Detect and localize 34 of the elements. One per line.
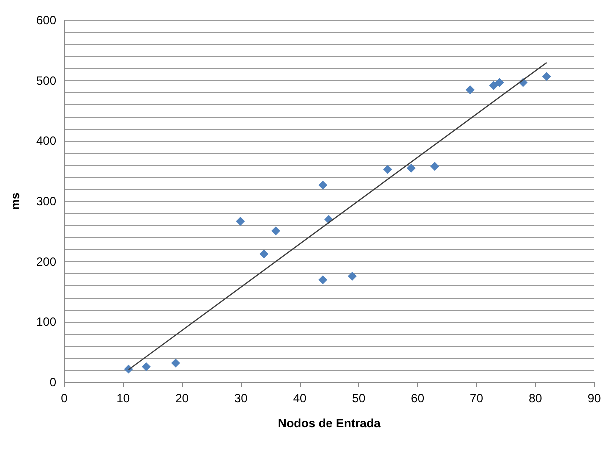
y-tick-label: 100 (36, 315, 57, 330)
point (466, 86, 475, 94)
x-tick-label: 60 (411, 392, 425, 406)
x-tick-label: 0 (61, 392, 68, 406)
point (171, 358, 180, 368)
y-tick-label: 400 (36, 134, 57, 148)
y-axis-title: ms (8, 192, 22, 210)
point (318, 276, 328, 285)
point (272, 226, 280, 236)
point (383, 165, 392, 174)
x-tick-label: 40 (293, 392, 308, 406)
y-tick-label: 200 (36, 254, 57, 269)
x-tick-label: 80 (528, 392, 543, 406)
x-axis-title: Nodos de Entrada (278, 416, 382, 430)
point (430, 162, 440, 172)
x-tick-label: 30 (234, 392, 248, 406)
y-tick-label: 0 (50, 376, 57, 390)
point (495, 78, 504, 88)
x-tick-label: 20 (176, 392, 190, 406)
point (236, 217, 246, 226)
point (348, 272, 358, 281)
point (542, 72, 552, 82)
x-tick-label: 50 (352, 392, 366, 406)
x-tick-label: 90 (588, 392, 602, 406)
x-tick-label: 10 (116, 392, 130, 406)
x-tick-label: 70 (470, 392, 484, 406)
point (260, 250, 269, 259)
point (489, 81, 498, 90)
y-tick-label: 600 (36, 14, 57, 28)
point (142, 362, 151, 372)
y-tick-label: 500 (36, 74, 57, 88)
y-tick-label: 300 (36, 194, 57, 208)
point (318, 180, 328, 190)
point (406, 164, 416, 173)
